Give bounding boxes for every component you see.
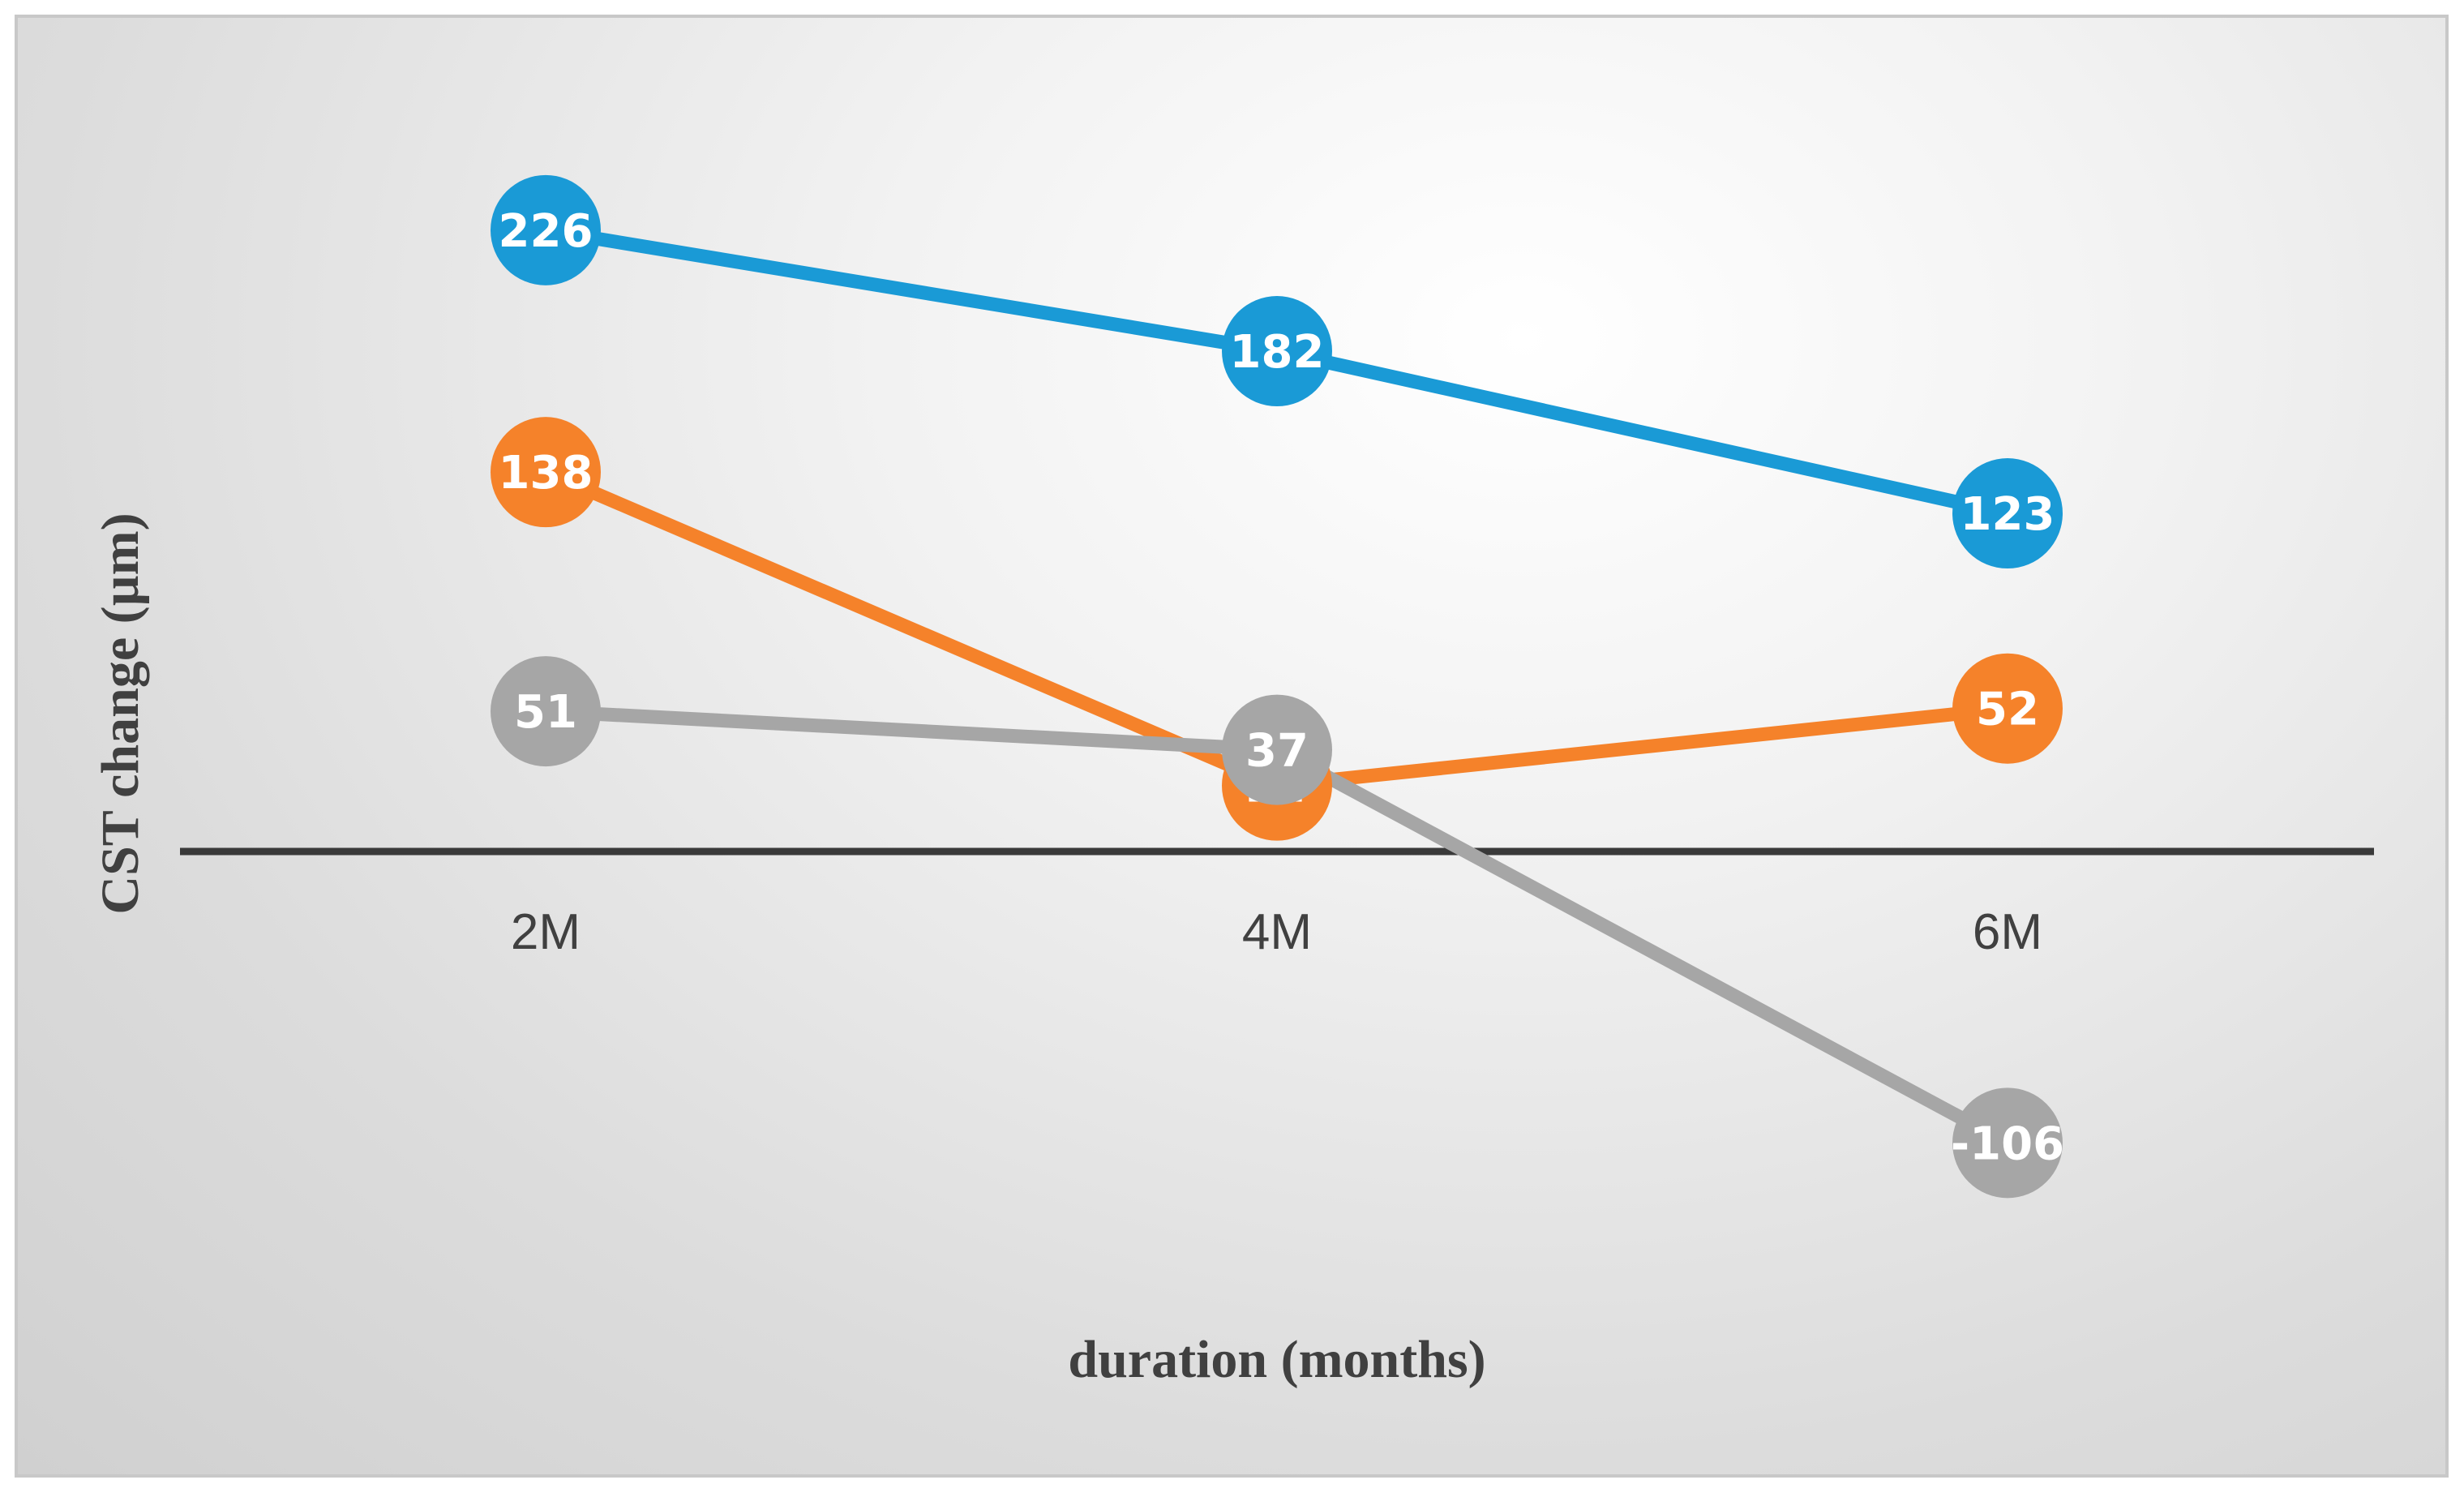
data-point: 182 xyxy=(1222,296,1332,407)
data-point-marker xyxy=(1952,1087,2063,1199)
data-point: 37 xyxy=(1222,694,1332,805)
data-point-marker xyxy=(491,417,601,528)
data-label: 123 xyxy=(1960,488,2055,541)
data-label: -106 xyxy=(1951,1117,2064,1170)
data-point-marker xyxy=(491,174,601,285)
data-point: 123 xyxy=(1952,458,2063,569)
data-point: 226 xyxy=(491,174,601,285)
data-label: 226 xyxy=(499,205,594,258)
y-axis-title: CST change (µm) xyxy=(91,513,150,914)
x-tick-label: 2M xyxy=(511,904,581,960)
data-point: 52 xyxy=(1952,653,2063,764)
data-point: 138 xyxy=(491,417,601,528)
data-point-marker xyxy=(1222,296,1332,407)
data-label: 138 xyxy=(499,447,594,500)
data-point: -106 xyxy=(1951,1087,2064,1199)
data-point-marker xyxy=(491,656,601,767)
data-label: 37 xyxy=(1245,725,1309,778)
data-point: 51 xyxy=(491,656,601,767)
x-axis-title: duration (months) xyxy=(1068,1330,1485,1389)
data-label: 52 xyxy=(1976,684,2039,736)
data-point-marker xyxy=(1952,653,2063,764)
x-tick-label: 6M xyxy=(1973,904,2042,960)
data-point-marker xyxy=(1952,458,2063,569)
data-label: 182 xyxy=(1230,326,1325,379)
data-point-marker xyxy=(1222,694,1332,805)
data-label: 51 xyxy=(514,686,577,739)
x-tick-label: 4M xyxy=(1242,904,1312,960)
